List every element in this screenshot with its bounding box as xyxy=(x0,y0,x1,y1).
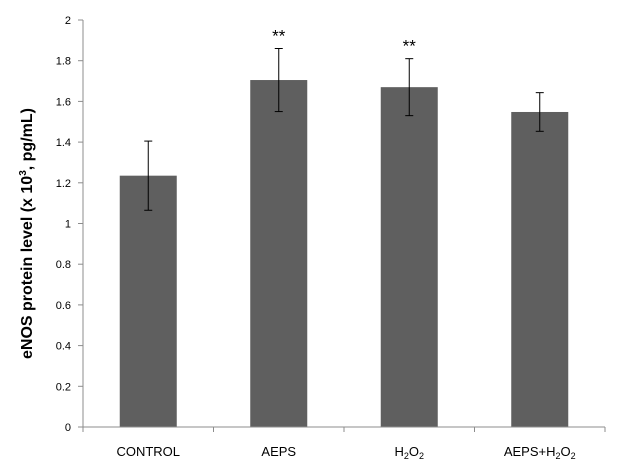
y-axis-label-suffix: , pg/mL) xyxy=(19,108,36,170)
category-label-subscript: 2 xyxy=(419,451,424,460)
annotations: ** ** xyxy=(272,26,416,55)
y-tick-label: 1 xyxy=(65,219,71,231)
bar xyxy=(380,87,438,427)
significance-annotation: ** xyxy=(403,37,417,56)
bar xyxy=(119,175,177,427)
bar xyxy=(511,111,569,428)
y-axis-label-superscript: 3 xyxy=(18,170,29,176)
bars xyxy=(119,80,569,428)
x-axis-category-labels: CONTROL AEPS H2O2 AEPS+H2O2 xyxy=(116,444,575,460)
category-label-base: H xyxy=(394,444,403,459)
axes xyxy=(82,20,606,432)
y-tick-label: 1.4 xyxy=(56,137,71,149)
category-label-base: AEPS xyxy=(261,444,296,459)
category-label-base: AEPS+H xyxy=(504,444,556,459)
y-tick-label: 1.6 xyxy=(56,96,71,108)
y-tick-label: 1.2 xyxy=(56,178,71,190)
category-label-subscript: 2 xyxy=(571,451,576,460)
x-category-label: AEPS xyxy=(261,444,296,459)
error-bars xyxy=(144,47,544,211)
y-tick-label: 2 xyxy=(65,15,71,27)
category-label-tail: O xyxy=(561,444,571,459)
y-tick-label: 0.8 xyxy=(56,259,71,271)
y-tick-label: 0.4 xyxy=(56,341,71,353)
x-category-label: CONTROL xyxy=(116,444,180,459)
bar xyxy=(250,80,308,427)
category-label-subscript: 2 xyxy=(556,451,561,460)
y-tick-label: 1.8 xyxy=(56,56,71,68)
y-axis-label-prefix: eNOS protein level (x 10 xyxy=(19,176,36,359)
x-category-label: H2O2 xyxy=(394,444,424,460)
y-axis-ticks: 0 0.2 0.4 0.6 0.8 1 1.2 1.4 1.6 1.8 2 xyxy=(56,15,83,434)
category-label-tail: O xyxy=(409,444,419,459)
significance-annotation: ** xyxy=(272,26,286,45)
y-tick-label: 0.2 xyxy=(56,381,71,393)
y-axis-label-group: eNOS protein level (x 103, pg/mL) xyxy=(18,108,36,359)
x-category-label: AEPS+H2O2 xyxy=(504,444,576,460)
y-tick-label: 0.6 xyxy=(56,300,71,312)
y-tick-label: 0 xyxy=(65,422,71,434)
category-label-subscript: 2 xyxy=(404,451,409,460)
category-label-base: CONTROL xyxy=(116,444,180,459)
y-axis-label: eNOS protein level (x 103, pg/mL) xyxy=(18,108,36,359)
